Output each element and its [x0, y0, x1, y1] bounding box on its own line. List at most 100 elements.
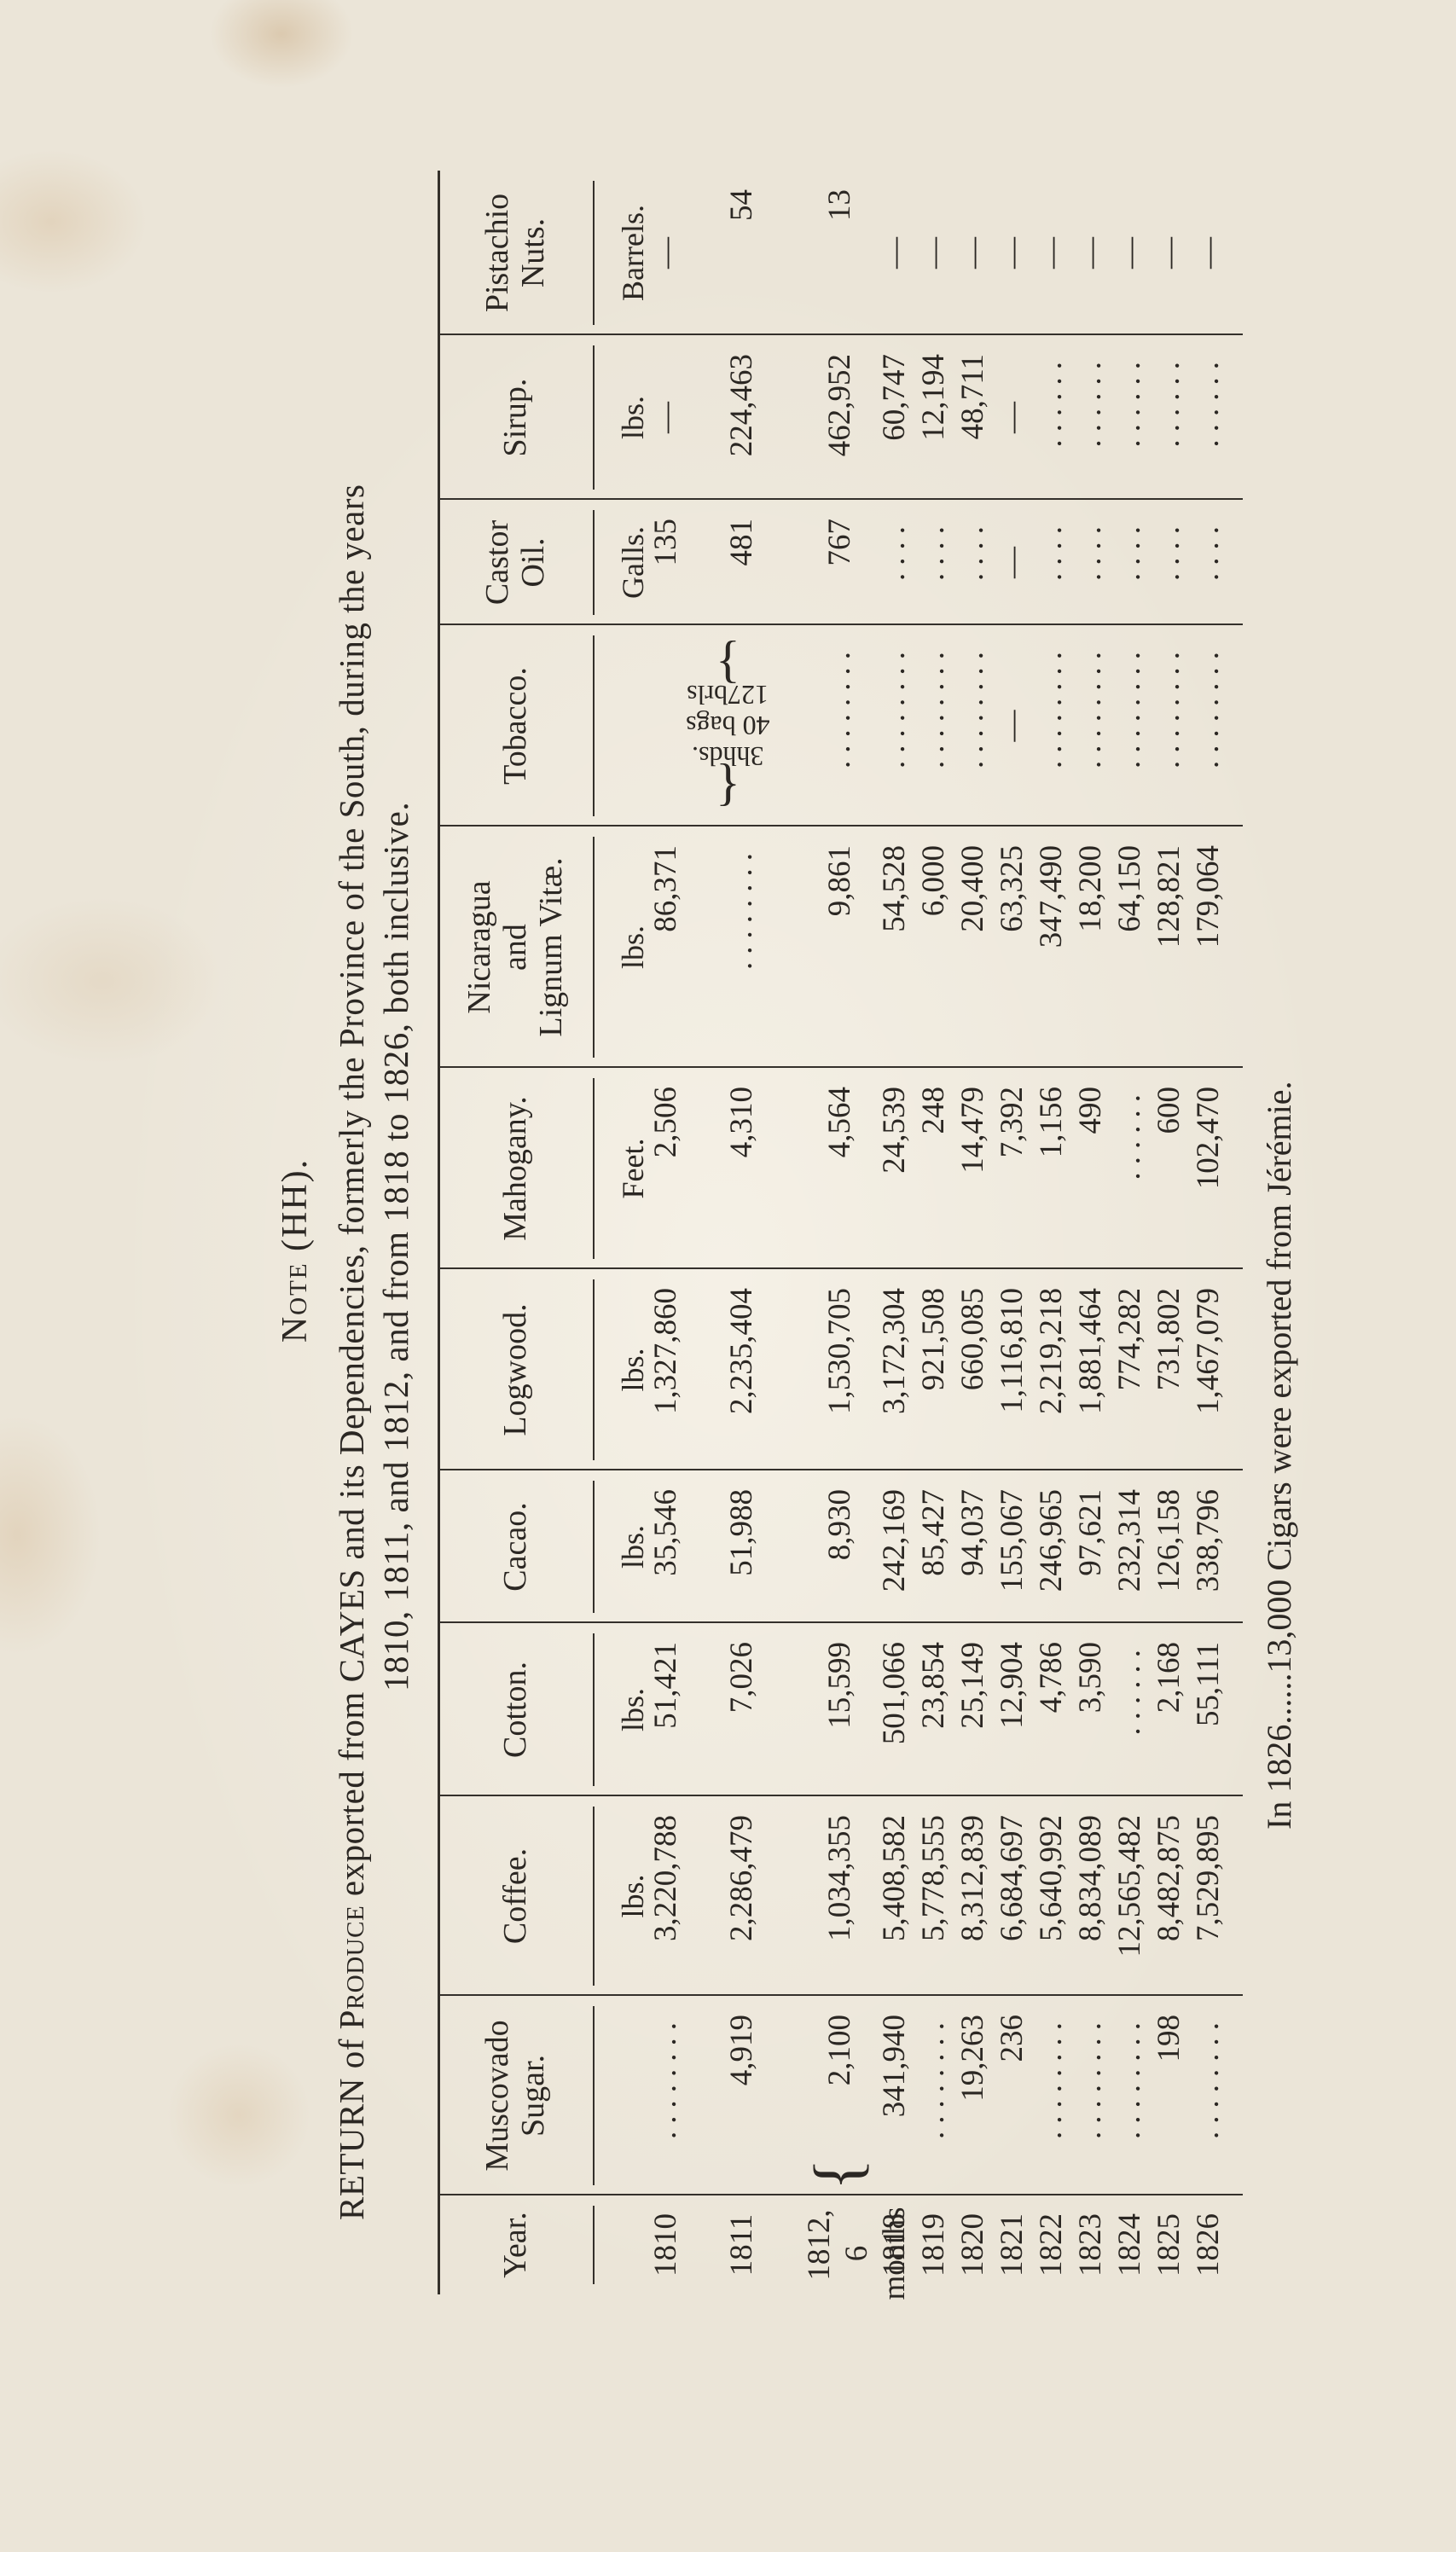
column-unit: Galls.	[616, 526, 650, 599]
table-cell: 347,490	[1034, 845, 1069, 948]
table-cell: —	[1151, 237, 1186, 269]
table-cell: 767	[822, 519, 857, 566]
table-cell: 2,235,404	[724, 1288, 759, 1414]
table-cell: ....	[1191, 519, 1226, 581]
table-cell: 35,546	[648, 1489, 683, 1576]
table-cell: 4,564	[822, 1087, 857, 1158]
table-cell: 4,310	[724, 1087, 759, 1158]
table-cell: ........	[1073, 644, 1108, 768]
header-rule	[593, 1279, 595, 1460]
year-cell: 1826	[1191, 2213, 1226, 2276]
table-cell: —	[995, 237, 1030, 269]
column-unit: lbs.	[616, 1348, 650, 1392]
table-cell: 155,067	[995, 1489, 1030, 1592]
brace-icon: {	[715, 759, 740, 815]
table-cell: 13	[822, 189, 857, 221]
table-cell: ........	[1112, 644, 1147, 768]
table-cell: 48,711	[955, 354, 990, 440]
header-rule	[593, 1078, 595, 1259]
table-cell: ......	[1191, 354, 1226, 448]
table-cell: 12,194	[916, 354, 951, 441]
year-cell: 1822	[1034, 2213, 1069, 2276]
table-cell: 1,530,705	[822, 1288, 857, 1414]
column-header: Coffee.	[438, 1796, 593, 1996]
table-cell: —	[648, 402, 683, 433]
table-cell: 51,988	[724, 1489, 759, 1576]
table-cell: 2,506	[648, 1087, 683, 1158]
table-cell: —	[877, 237, 912, 269]
table-cell: 19,263	[955, 2015, 990, 2102]
table-cell: 501,066	[877, 1642, 912, 1745]
table-cell: 54	[724, 189, 759, 221]
column-header-line: Sugar.	[515, 2054, 551, 2137]
table-cell: —	[1112, 237, 1147, 269]
table-cell: 1,116,810	[995, 1288, 1030, 1413]
table-cell: ......	[1073, 354, 1108, 448]
year-cell: 1812,	[802, 2209, 837, 2281]
table-cell: 3,590	[1073, 1642, 1108, 1714]
table-cell: 54,528	[877, 845, 912, 932]
column-header-line: Cotton.	[497, 1662, 533, 1758]
table-cell: 18,200	[1073, 845, 1108, 932]
column-header-line: Nuts.	[515, 218, 551, 288]
table-cell: 242,169	[877, 1489, 912, 1592]
table-cell: 1,467,079	[1191, 1288, 1226, 1414]
table-cell: 8,834,089	[1073, 1815, 1108, 1941]
column-header-line: Sirup.	[497, 378, 533, 457]
table-cell: 94,037	[955, 1489, 990, 1576]
column-header: Logwood.	[438, 1269, 593, 1470]
table-cell: ........	[1191, 644, 1226, 768]
column-header-line: Castor	[479, 519, 515, 606]
header-year: Year.	[438, 2195, 593, 2294]
table-cell: 774,282	[1112, 1288, 1147, 1391]
table-cell: ........	[822, 644, 857, 768]
table-cell: 1,034,355	[822, 1815, 857, 1941]
column-header: Pistachio Nuts.	[438, 171, 593, 335]
table-cell: 5,408,582	[877, 1815, 912, 1941]
year-cell: 1820	[955, 2213, 990, 2276]
table-cell: 9,861	[822, 845, 857, 917]
year-cell: 1810	[648, 2213, 683, 2276]
table-cell: 2,219,218	[1034, 1288, 1069, 1414]
year-cell: 6 months	[839, 2207, 912, 2300]
table-cell: ....	[916, 519, 951, 581]
table-cell: 135	[648, 519, 683, 566]
table-cell: 64,150	[1112, 845, 1147, 932]
table-cell: 2,100	[822, 2015, 857, 2086]
table-cell: ......	[1112, 1642, 1147, 1736]
table-cell: 6,684,697	[995, 1815, 1030, 1941]
table-cell: 8,482,875	[1151, 1815, 1186, 1941]
table-cell: 12,565,482	[1112, 1815, 1147, 1958]
table-cell: —	[648, 237, 683, 269]
year-cell: 1825	[1151, 2213, 1186, 2276]
table-cell: 232,314	[1112, 1489, 1147, 1592]
table-cell: 5,778,555	[916, 1815, 951, 1941]
table-cell: ........	[1112, 2015, 1147, 2139]
column-header-line: Tobacco.	[497, 667, 533, 785]
subtitle-post: exported from CAYES and its Dependencies…	[332, 484, 371, 1905]
table-cell: 85,427	[916, 1489, 951, 1576]
table-cell: 338,796	[1191, 1489, 1226, 1592]
table-cell: ....	[1112, 519, 1147, 581]
column-header: Nicaragua and Lignum Vitæ.	[438, 826, 593, 1068]
table-cell: ........	[648, 2015, 683, 2139]
table-cell: 102,470	[1191, 1087, 1226, 1190]
table-cell: 921,508	[916, 1288, 951, 1391]
table-cell: 236	[995, 2015, 1030, 2062]
footnote: In 1826......13,000 Cigars were exported…	[1260, 1081, 1298, 1830]
column-header-line: Lignum Vitæ.	[533, 857, 569, 1037]
table-cell: ....	[1073, 519, 1108, 581]
table-cell: ....	[1034, 519, 1069, 581]
column-header: Cotton.	[438, 1623, 593, 1796]
column-header: Tobacco.	[438, 625, 593, 826]
subtitle-smallcaps: Produce	[332, 1905, 371, 2030]
table-cell: ......	[1112, 354, 1147, 448]
table-cell: ........	[1034, 2015, 1069, 2139]
header-rule	[593, 1481, 595, 1613]
table-cell: 12,904	[995, 1642, 1030, 1729]
table-cell: 24,539	[877, 1087, 912, 1174]
table-cell: 51,421	[648, 1642, 683, 1729]
header-rule	[593, 345, 595, 490]
table-cell: ........	[1191, 2015, 1226, 2139]
table-cell: ........	[916, 644, 951, 768]
